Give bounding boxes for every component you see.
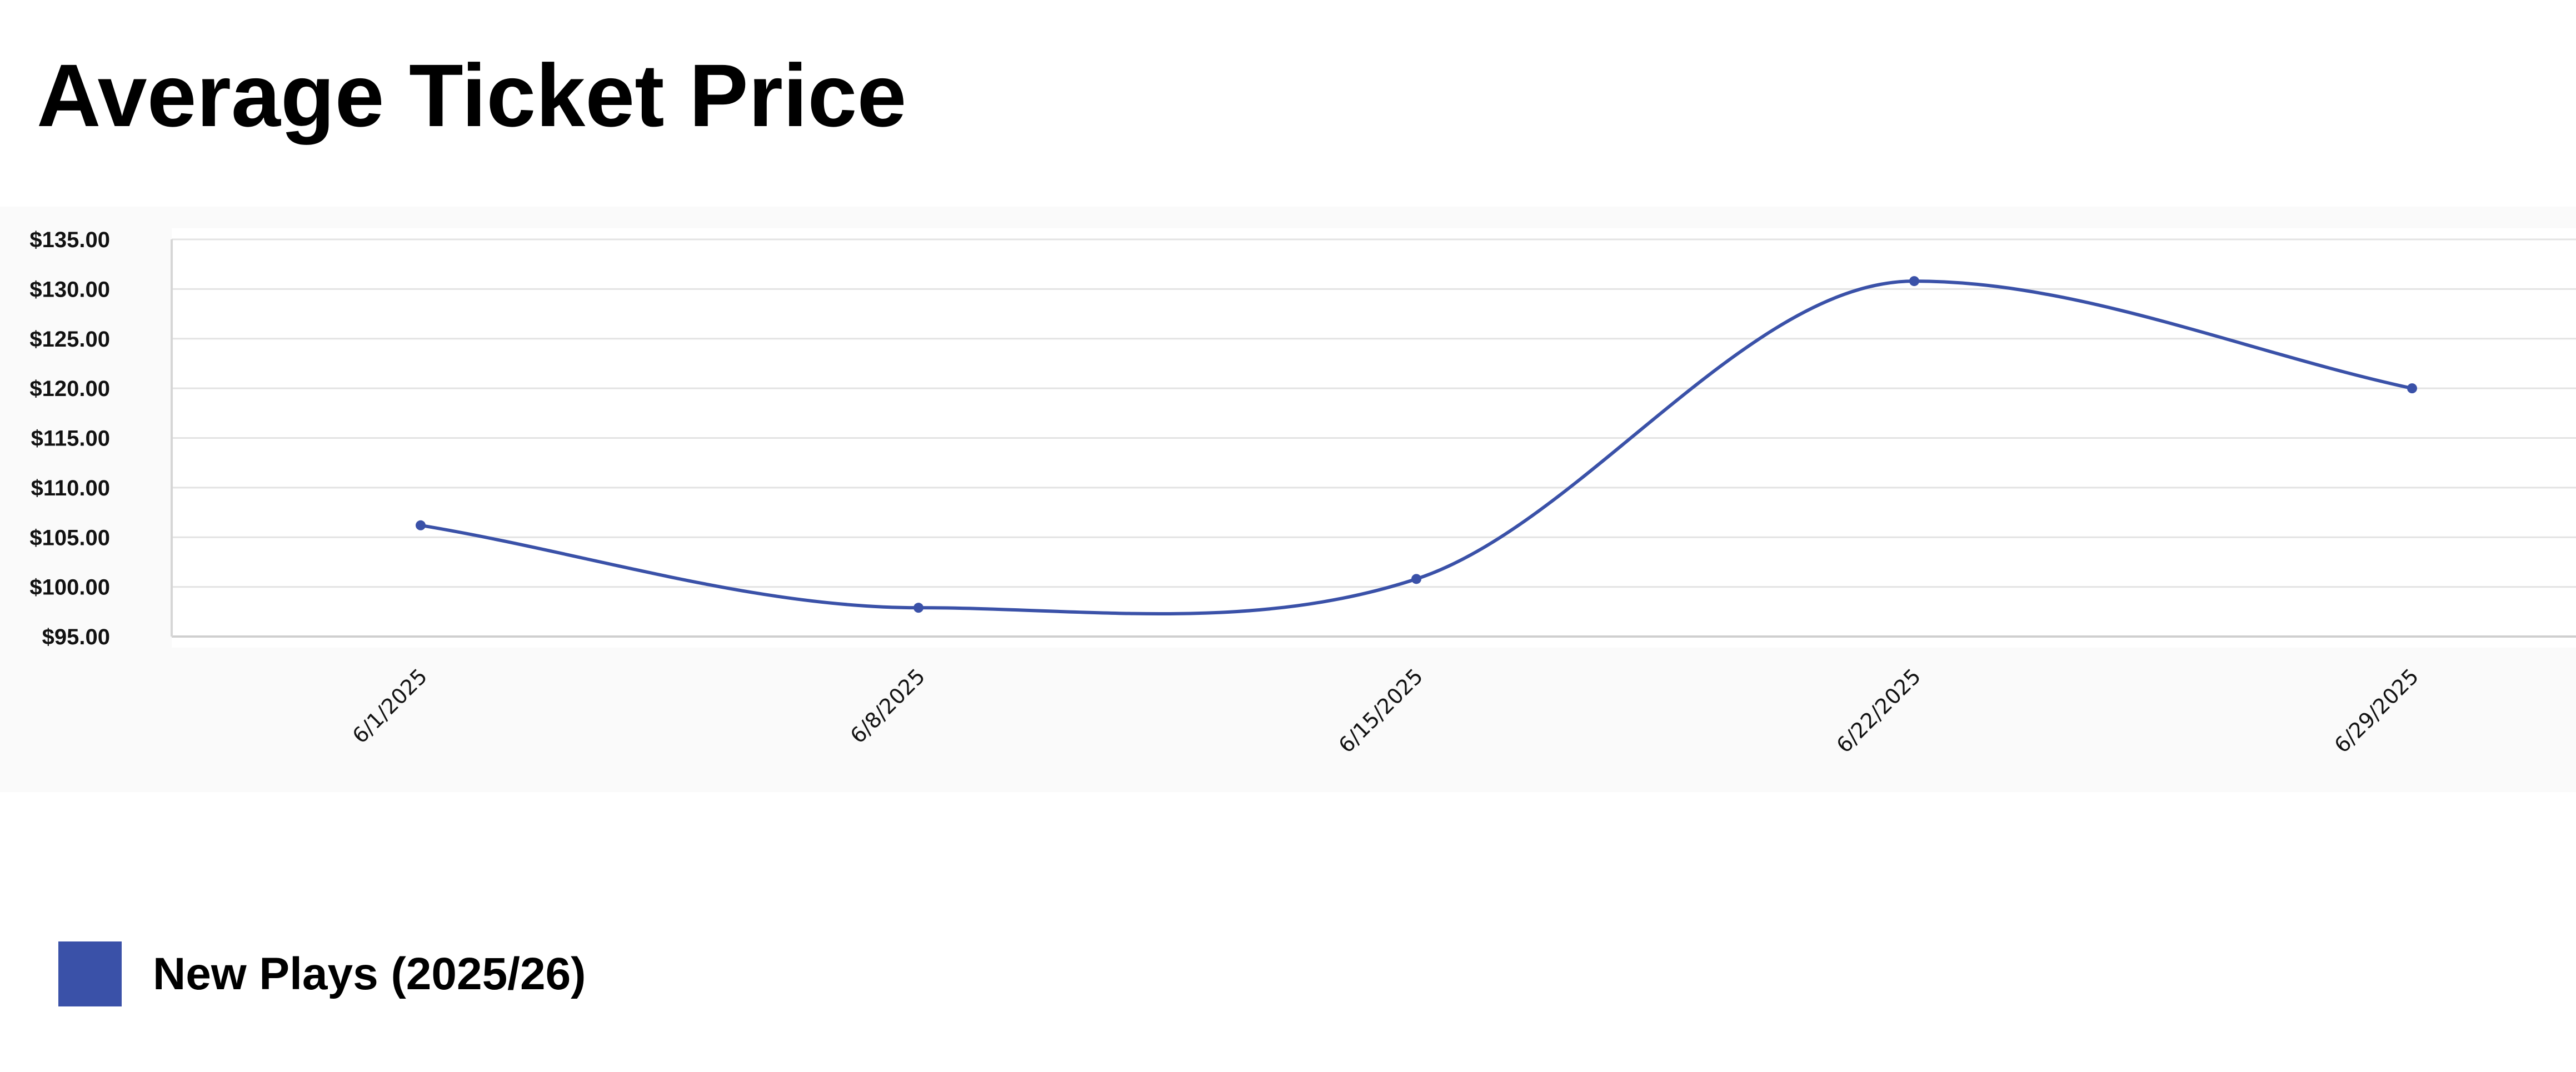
legend-label: New Plays (2025/26) (153, 948, 586, 999)
y-tick-label: $110.00 (31, 476, 110, 500)
legend: New Plays (2025/26) (58, 941, 586, 1006)
y-tick-label: $135.00 (29, 228, 110, 252)
y-tick-label: $130.00 (29, 277, 110, 302)
y-tick-label: $105.00 (29, 525, 110, 550)
chart-title: Average Ticket Price (37, 46, 907, 145)
y-tick-label: $115.00 (31, 427, 110, 451)
data-point[interactable] (1909, 276, 1919, 287)
y-tick-label: $125.00 (29, 327, 110, 352)
series-line (420, 279, 2413, 616)
legend-swatch (58, 941, 122, 1006)
y-tick-label: $120.00 (29, 377, 110, 401)
data-point[interactable] (2407, 383, 2417, 394)
y-tick-label: $100.00 (29, 575, 110, 600)
data-point[interactable] (1411, 574, 1421, 584)
data-point[interactable] (913, 603, 923, 613)
y-tick-label: $95.00 (42, 625, 110, 649)
data-point[interactable] (416, 520, 426, 530)
